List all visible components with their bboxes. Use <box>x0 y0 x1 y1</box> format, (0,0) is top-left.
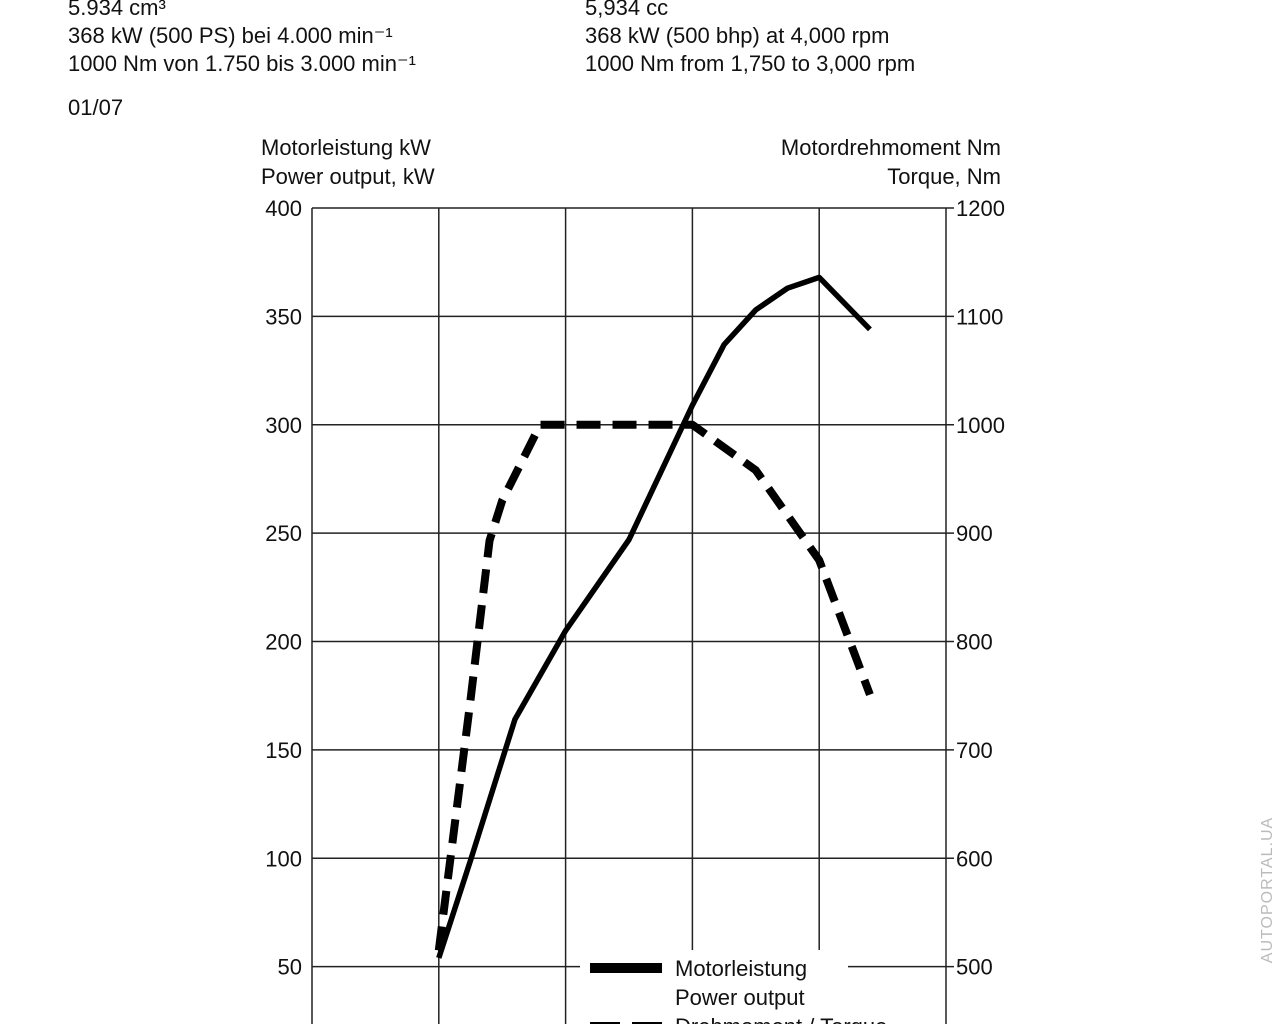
series-line <box>434 420 874 951</box>
y2-tick-label: 900 <box>956 521 993 546</box>
y2-tick-label: 1200 <box>956 196 1005 221</box>
y-tick-label: 150 <box>265 738 302 763</box>
y2-tick-label: 1100 <box>956 304 1003 329</box>
legend-label: Power output <box>675 985 805 1010</box>
spec-line: 368 kW (500 PS) bei 4.000 min⁻¹ <box>68 23 393 48</box>
y2-tick-label: 500 <box>956 955 993 980</box>
spec-line: 5.934 cm³ <box>68 0 166 20</box>
legend-label: Drehmoment / Torque <box>675 1014 887 1024</box>
y2-tick-label: 1000 <box>956 413 1005 438</box>
y-tick-label: 100 <box>265 846 302 871</box>
y-tick-label: 300 <box>265 413 302 438</box>
date: 01/07 <box>68 95 123 120</box>
y-tick-label: 400 <box>265 196 302 221</box>
y-tick-label: 350 <box>265 304 302 329</box>
y-axis-label: Motorleistung kW <box>261 135 431 160</box>
legend-box <box>580 950 848 1024</box>
y-axis-label: Power output, kW <box>261 164 435 189</box>
legend-label: Motorleistung <box>675 956 807 981</box>
y2-axis-label: Motordrehmoment Nm <box>781 135 1001 160</box>
spec-line: 368 kW (500 bhp) at 4,000 rpm <box>585 23 890 48</box>
y-tick-label: 250 <box>265 521 302 546</box>
y-tick-label: 50 <box>278 955 302 980</box>
y2-axis-label: Torque, Nm <box>887 164 1001 189</box>
watermark: AUTOPORTAL.UA <box>1259 817 1276 963</box>
spec-line: 1000 Nm from 1,750 to 3,000 rpm <box>585 51 915 76</box>
y-tick-label: 200 <box>265 630 302 655</box>
y2-tick-label: 700 <box>956 738 993 763</box>
spec-line: 1000 Nm von 1.750 bis 3.000 min⁻¹ <box>68 51 416 76</box>
y2-tick-label: 600 <box>956 846 993 871</box>
y2-tick-label: 800 <box>956 630 993 655</box>
series-line <box>436 274 872 959</box>
spec-line: 5,934 cc <box>585 0 668 20</box>
